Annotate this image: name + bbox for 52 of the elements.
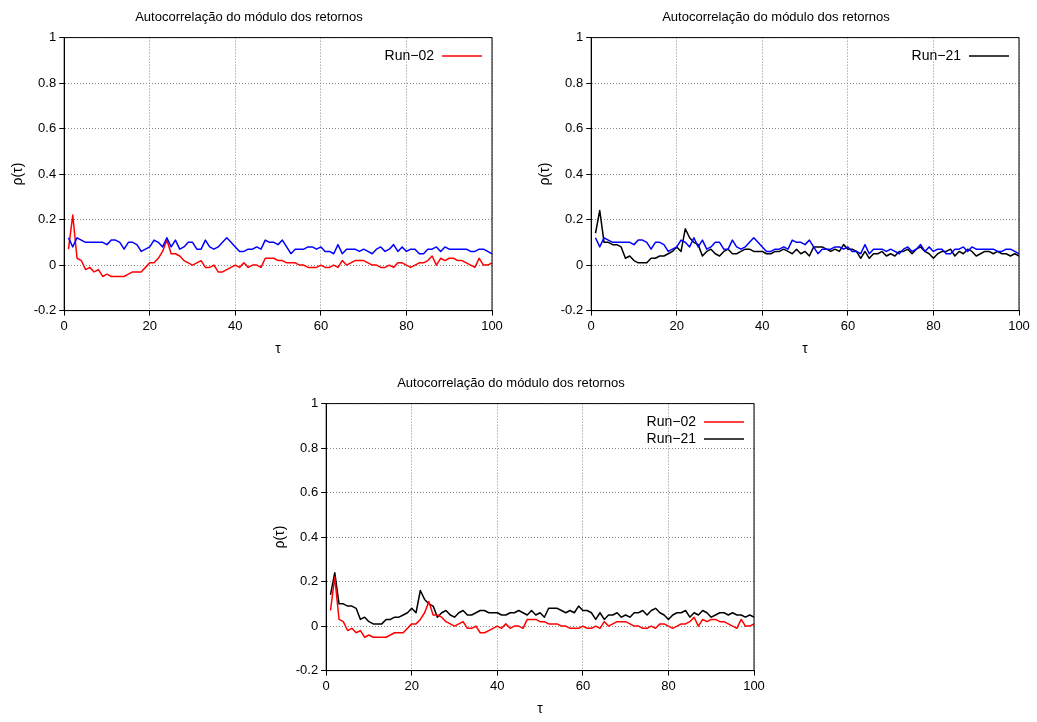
- y-tick-label: 0: [575, 256, 584, 272]
- y-tick-label: 0.8: [38, 74, 57, 90]
- y-tick-label: 0.4: [300, 528, 319, 544]
- y-tick-label: 0.4: [565, 165, 584, 181]
- y-tick-label: 0: [48, 256, 57, 272]
- y-tick-label: 1: [575, 29, 584, 45]
- x-tick-label: 0: [587, 317, 595, 333]
- y-tick-label: 0: [310, 617, 319, 633]
- y-axis-title: ρ(τ): [9, 162, 26, 186]
- x-axis-title: τ: [802, 340, 809, 357]
- y-axis-title: ρ(τ): [271, 525, 288, 549]
- x-tick-label: 40: [490, 677, 505, 693]
- y-tick-label: 0.4: [38, 165, 57, 181]
- y-tick-label: 0.6: [300, 484, 319, 500]
- legend-label: Run−02: [646, 412, 697, 429]
- y-tick-label: 0.2: [38, 211, 57, 227]
- x-tick-label: 100: [1008, 317, 1030, 333]
- y-tick-label: -0.2: [33, 302, 57, 318]
- x-tick-label: 80: [399, 317, 414, 333]
- y-tick-label: 0.8: [300, 439, 319, 455]
- x-tick-label: 80: [926, 317, 941, 333]
- x-tick-label: 20: [404, 677, 419, 693]
- x-tick-label: 20: [669, 317, 684, 333]
- y-tick-label: 0.2: [565, 211, 584, 227]
- y-tick-label: 1: [48, 29, 57, 45]
- chart-title: Autocorrelação do módulo dos retornos: [397, 375, 626, 391]
- y-axis-title: ρ(τ): [536, 162, 553, 186]
- chart-title: Autocorrelação do módulo dos retornos: [662, 9, 891, 25]
- y-tick-label: 0.2: [300, 573, 319, 589]
- x-tick-label: 20: [142, 317, 157, 333]
- x-tick-label: 100: [481, 317, 503, 333]
- legend-label: Run−21: [646, 429, 697, 446]
- x-tick-label: 40: [755, 317, 770, 333]
- y-tick-label: 0.6: [38, 120, 57, 136]
- x-tick-label: 80: [661, 677, 676, 693]
- y-tick-label: -0.2: [560, 302, 584, 318]
- x-axis-title: τ: [537, 700, 544, 717]
- x-tick-label: 60: [840, 317, 856, 333]
- y-tick-label: 0.8: [565, 74, 584, 90]
- x-tick-label: 40: [228, 317, 243, 333]
- x-tick-label: 0: [322, 677, 330, 693]
- x-tick-label: 0: [60, 317, 68, 333]
- x-tick-label: 60: [313, 317, 329, 333]
- y-tick-label: 1: [310, 395, 319, 411]
- x-tick-label: 60: [575, 677, 591, 693]
- y-tick-label: 0.6: [565, 120, 584, 136]
- x-axis-title: τ: [275, 340, 282, 357]
- legend-label: Run−21: [911, 46, 962, 63]
- legend-label: Run−02: [384, 46, 435, 63]
- chart-title: Autocorrelação do módulo dos retornos: [135, 9, 364, 25]
- y-tick-label: -0.2: [295, 662, 319, 678]
- x-tick-label: 100: [743, 677, 765, 693]
